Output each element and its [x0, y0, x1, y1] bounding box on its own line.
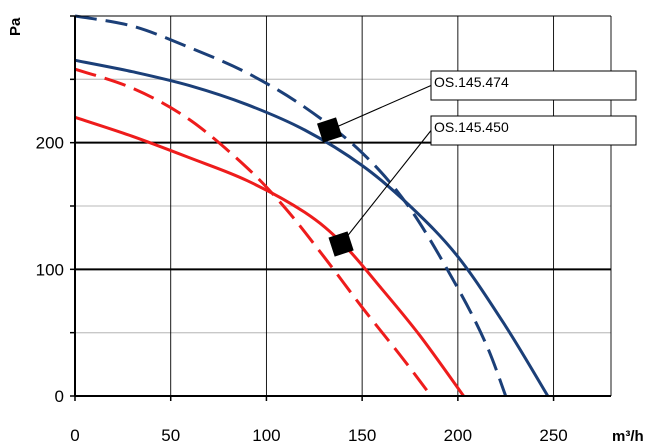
y-axis-label: Pa	[7, 17, 24, 36]
x-tick-label: 50	[161, 426, 180, 444]
callout-leader-line	[340, 130, 432, 245]
x-tick-label: 150	[348, 426, 376, 444]
x-tick-label: 100	[252, 426, 280, 444]
series-line-blue-solid	[74, 58, 550, 397]
callout-box	[430, 70, 637, 101]
x-tick-label: 250	[539, 426, 567, 444]
y-tick-label: 100	[36, 260, 64, 279]
y-tick-label: 200	[36, 134, 64, 153]
callout-label: OS.145.474	[434, 74, 509, 90]
callout-leader-line	[329, 84, 432, 131]
data-point-marker	[328, 231, 354, 257]
x-tick-label: 0	[70, 426, 79, 444]
x-axis-label: m³/h	[612, 428, 644, 444]
x-tick-label: 200	[444, 426, 472, 444]
y-tick-label: 0	[55, 387, 64, 406]
callout-box	[430, 115, 637, 146]
tick-labels: 0 100 200 0 50 100 150 200 250	[36, 134, 568, 444]
series-line-red-dashed	[74, 67, 433, 397]
series-line-red-solid	[74, 115, 465, 397]
callout-label: OS.145.450	[434, 119, 509, 135]
annotations: OS.145.474 OS.145.450	[316, 70, 637, 257]
data-point-marker	[316, 117, 343, 143]
plot-frame	[70, 15, 611, 401]
